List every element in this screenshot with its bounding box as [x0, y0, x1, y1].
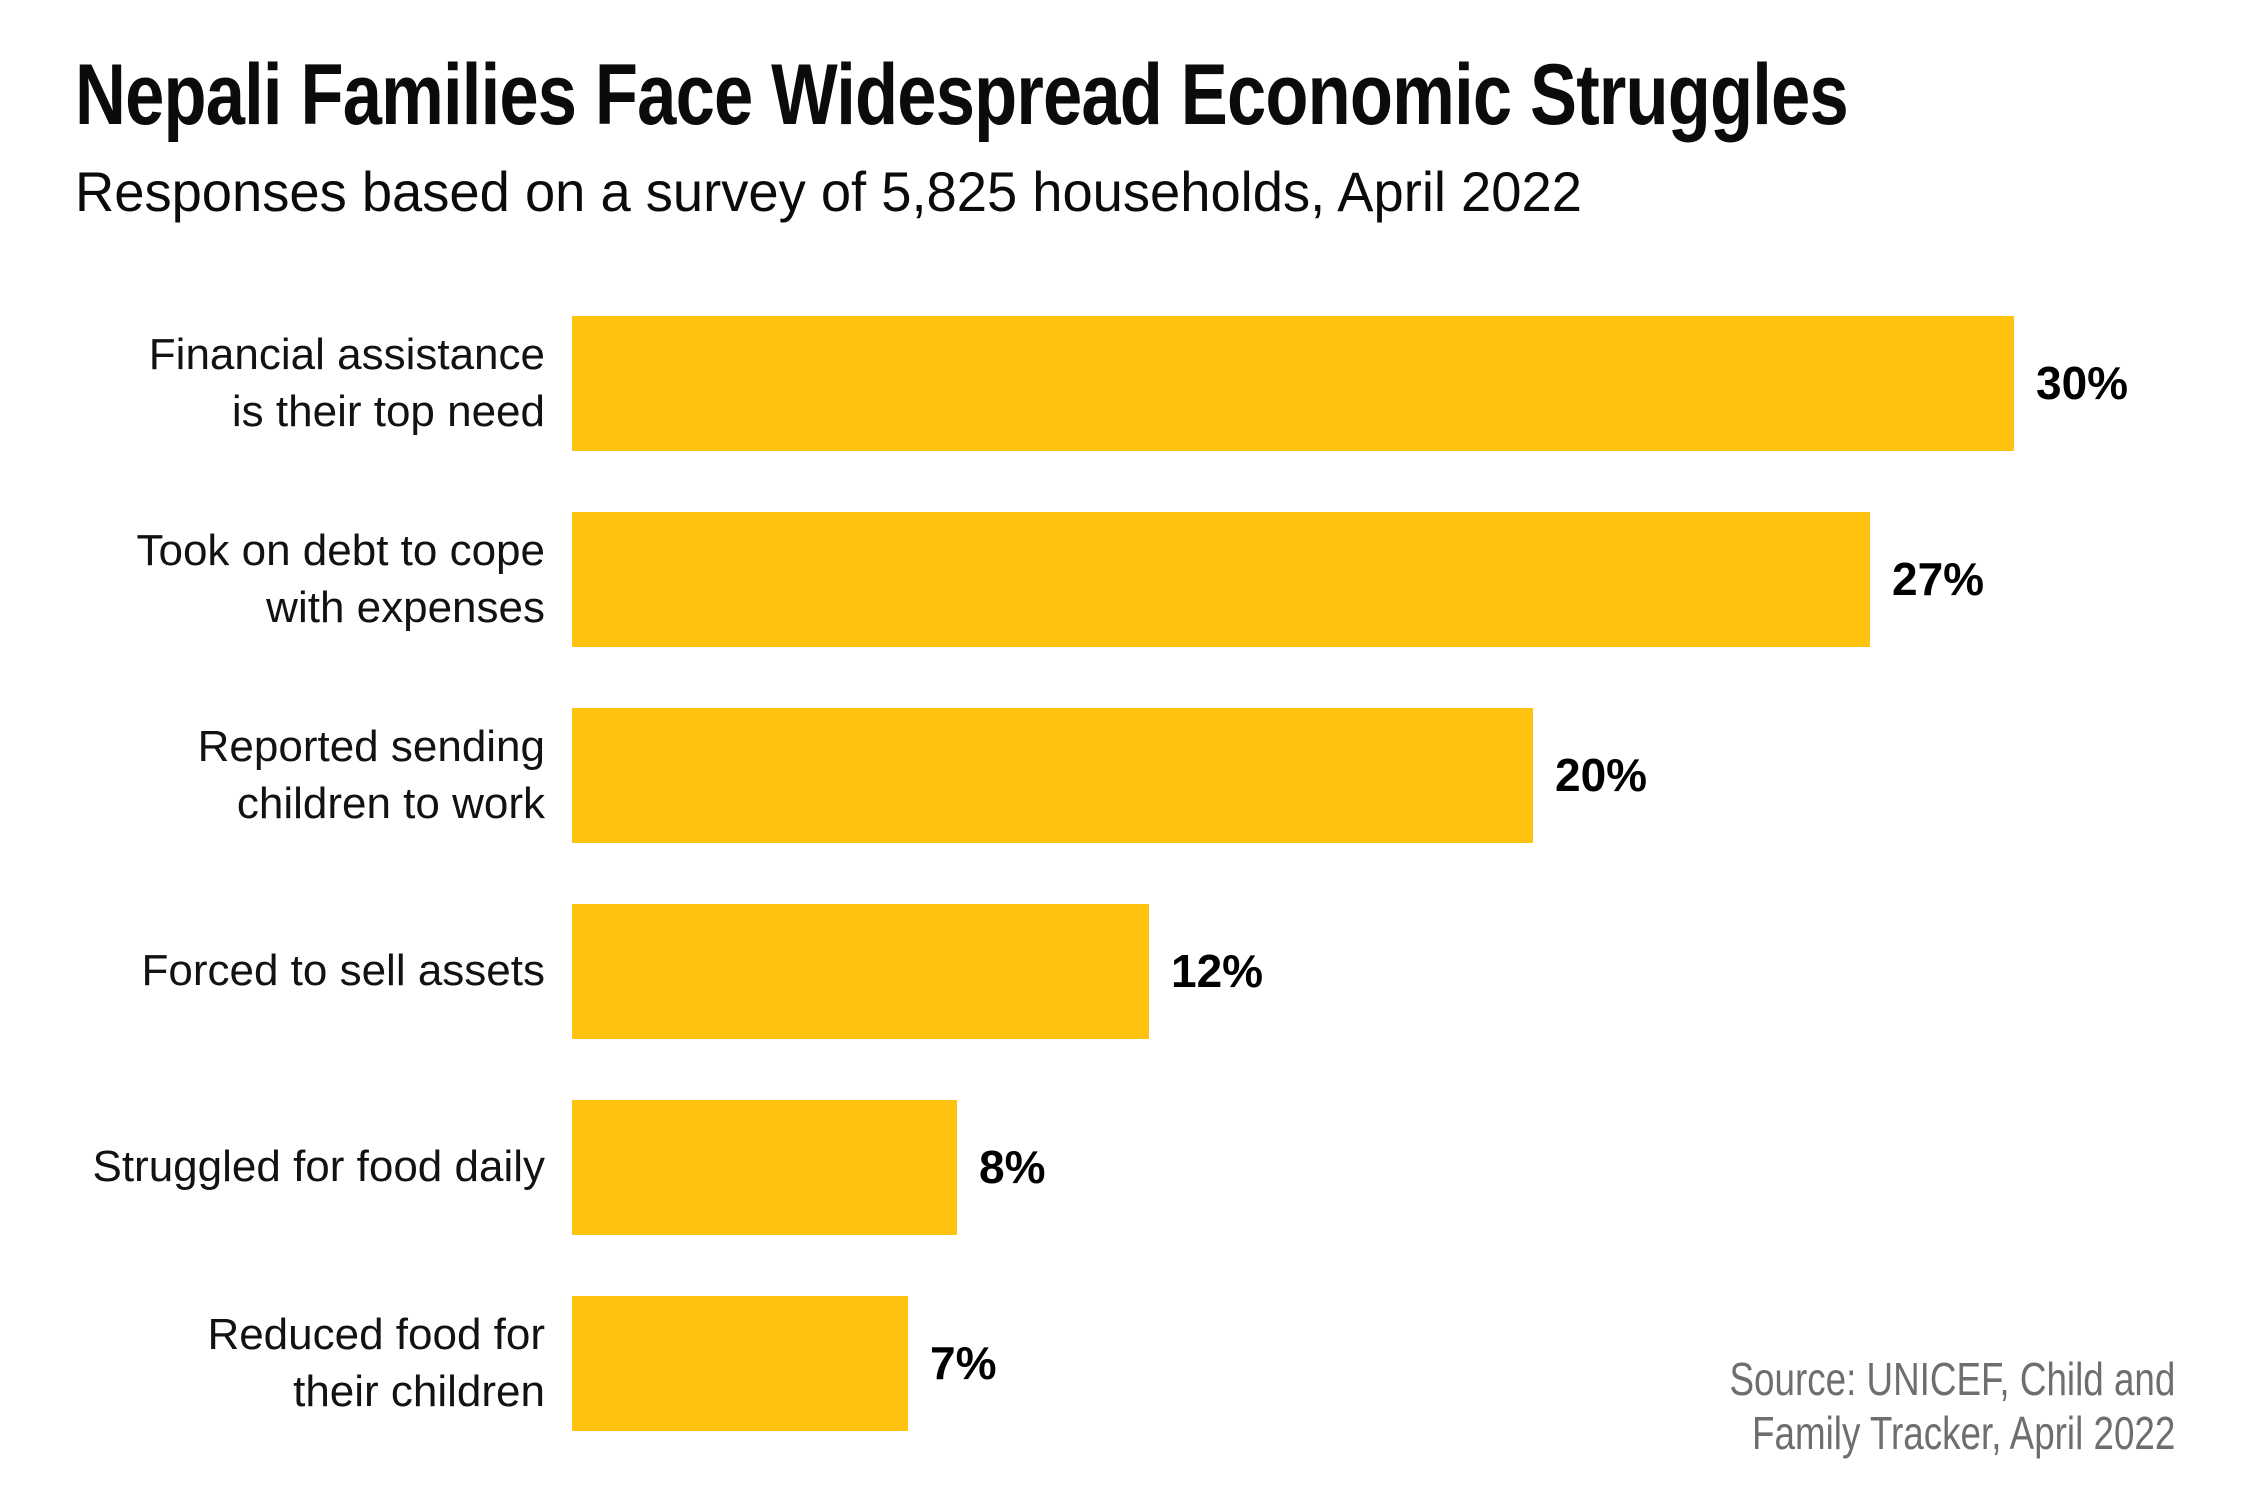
- value-label: 20%: [1555, 749, 1648, 801]
- chart-title: Nepali Families Face Widespread Economic…: [75, 47, 1849, 143]
- value-label: 8%: [979, 1141, 1046, 1193]
- bar-row: Financial assistance is their top need 3…: [75, 285, 2175, 481]
- bar: [572, 315, 2014, 451]
- bar-row: Reduced food for their children 7%: [75, 1265, 2175, 1461]
- value-label: 30%: [2036, 357, 2129, 409]
- category-label: Took on debt to cope with expenses: [136, 525, 545, 632]
- bar-row: Struggled for food daily 8%: [75, 1069, 2175, 1265]
- bar-row: Reported sending children to work 20%: [75, 677, 2175, 873]
- value-label: 12%: [1171, 945, 1264, 997]
- bar-chart: Financial assistance is their top need 3…: [75, 285, 2175, 1461]
- bar: [572, 707, 1533, 843]
- category-label: Reduced food for their children: [207, 1309, 545, 1416]
- bar: [572, 511, 1870, 647]
- source-note: Source: UNICEF, Child and Family Tracker…: [1729, 1353, 2175, 1460]
- bar: [572, 903, 1149, 1039]
- category-label: Financial assistance is their top need: [148, 329, 545, 436]
- bar: [572, 1295, 908, 1431]
- category-label: Forced to sell assets: [141, 946, 546, 996]
- bar: [572, 1099, 957, 1235]
- bar-row: Forced to sell assets 12%: [75, 873, 2175, 1069]
- value-label: 7%: [930, 1337, 997, 1389]
- chart-subtitle: Responses based on a survey of 5,825 hou…: [75, 160, 1582, 223]
- category-label: Reported sending children to work: [197, 721, 545, 828]
- category-label: Struggled for food daily: [92, 1142, 545, 1192]
- value-label: 27%: [1892, 553, 1985, 605]
- bar-row: Took on debt to cope with expenses 27%: [75, 481, 2175, 677]
